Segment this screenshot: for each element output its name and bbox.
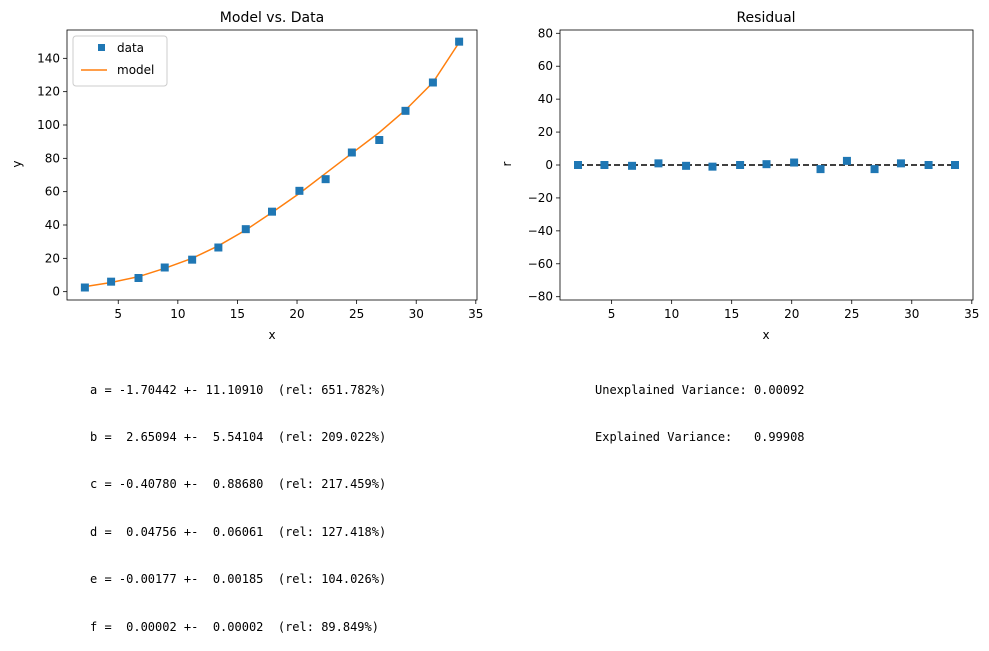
left-y-tick-label: 0 [52,285,60,299]
fit-parameter-d: d = 0.04756 +- 0.06061 (rel: 127.418%) [90,524,387,539]
right-axes-frame [559,29,974,301]
legend-data-label: data [117,41,144,55]
residual-point [736,161,745,169]
model-vs-data-panel: Model vs. Data x y 5 10 15 20 25 30 35 0 20 40 60 8… [10,10,483,342]
data-point [295,186,304,195]
variance-block: Unexplained Variance: 0.00092 Explained … [595,351,805,462]
residual-point [654,159,663,168]
data-point [107,277,116,286]
left-y-tick-label: 20 [45,251,60,265]
left-x-tick-label: 35 [468,307,483,321]
right-chart-title: Residual [736,10,795,26]
left-x-tick-label: 25 [349,307,364,321]
right-x-tick-label: 30 [904,307,919,321]
left-axes-frame [66,29,478,301]
data-point [455,37,464,46]
data-point [80,283,89,292]
residual-point [682,161,691,170]
residual-point [708,162,717,171]
right-y-tick-label: 0 [545,158,553,172]
right-x-axis-label: x [762,328,769,342]
data-point [428,78,437,87]
right-y-tick-label: 60 [538,59,553,73]
left-x-tick-label: 15 [230,307,245,321]
left-x-tick-label: 20 [289,307,304,321]
right-y-tick-label: −60 [528,257,553,271]
data-point [188,255,197,264]
right-x-tick-label: 15 [724,307,739,321]
residual-point [896,159,905,168]
right-y-tick-label: −40 [528,224,553,238]
data-point [134,274,143,282]
left-y-tick-label: 80 [45,151,60,165]
fit-parameter-b: b = 2.65094 +- 5.54104 (rel: 209.022%) [90,429,387,444]
legend-data-marker [98,44,105,51]
left-y-tick-label: 40 [45,218,60,232]
explained-variance: Explained Variance: 0.99908 [595,429,805,444]
left-chart-title: Model vs. Data [220,10,324,26]
legend: data model [72,35,168,87]
fit-parameters-block: a = -1.70442 +- 11.10910 (rel: 651.782%)… [90,351,386,651]
residual-point [870,165,879,174]
fit-parameter-c: c = -0.40780 +- 0.88680 (rel: 217.459%) [90,477,387,492]
left-axis-ticks: 5 10 15 20 25 30 35 0 20 40 60 80 100 120 140 [37,51,483,321]
residual-panel: Residual x r 5 10 15 20 25 30 35 −80 −60 −40 −20 0 2… [500,10,979,342]
fit-parameter-e: e = -0.00177 +- 0.00185 (rel: 104.026%) [90,572,387,587]
right-x-tick-label: 25 [844,307,859,321]
data-point [321,175,330,184]
legend-model-label: model [117,63,154,77]
data-point [347,148,356,157]
right-x-tick-label: 10 [664,307,679,321]
right-y-tick-label: 80 [538,26,553,40]
data-point [401,106,410,115]
residual-point [924,161,933,169]
residual-markers [574,156,959,174]
residual-point [600,161,609,169]
data-point [375,136,384,144]
data-point [214,243,223,252]
right-y-axis-label: r [500,161,514,166]
residual-point [790,158,799,167]
left-x-tick-label: 10 [170,307,185,321]
right-x-tick-label: 20 [784,307,799,321]
data-point [160,263,169,272]
left-y-tick-label: 100 [37,118,60,132]
right-axis-ticks: 5 10 15 20 25 30 35 −80 −60 −40 −20 0 20 40 60 80 [528,26,980,321]
residual-point [574,161,583,169]
left-x-tick-label: 30 [409,307,424,321]
figure-canvas: Model vs. Data x y 5 10 15 20 25 30 35 0 20 40 60 8… [10,10,979,342]
right-x-tick-label: 35 [964,307,979,321]
left-y-tick-label: 120 [37,85,60,99]
right-y-tick-label: −80 [528,290,553,304]
data-point [241,225,250,234]
unexplained-variance: Unexplained Variance: 0.00092 [595,382,805,397]
fit-parameter-f: f = 0.00002 +- 0.00002 (rel: 89.849%) [90,619,379,634]
right-x-tick-label: 5 [608,307,616,321]
left-x-tick-label: 5 [114,307,122,321]
left-y-tick-label: 140 [37,51,60,65]
left-x-axis-label: x [268,328,275,342]
data-markers [80,37,464,292]
left-plot-area [80,37,464,292]
right-y-tick-label: 40 [538,92,553,106]
right-y-tick-label: −20 [528,191,553,205]
left-y-tick-label: 60 [45,185,60,199]
right-y-tick-label: 20 [538,125,553,139]
residual-point [762,160,771,169]
residual-point [816,165,825,174]
data-point [268,207,276,216]
left-y-axis-label: y [10,160,24,167]
legend-box [72,35,168,87]
fit-parameter-a: a = -1.70442 +- 11.10910 (rel: 651.782%) [90,382,387,397]
residual-point [842,156,851,165]
residual-point [628,161,637,170]
residual-point [950,161,959,169]
